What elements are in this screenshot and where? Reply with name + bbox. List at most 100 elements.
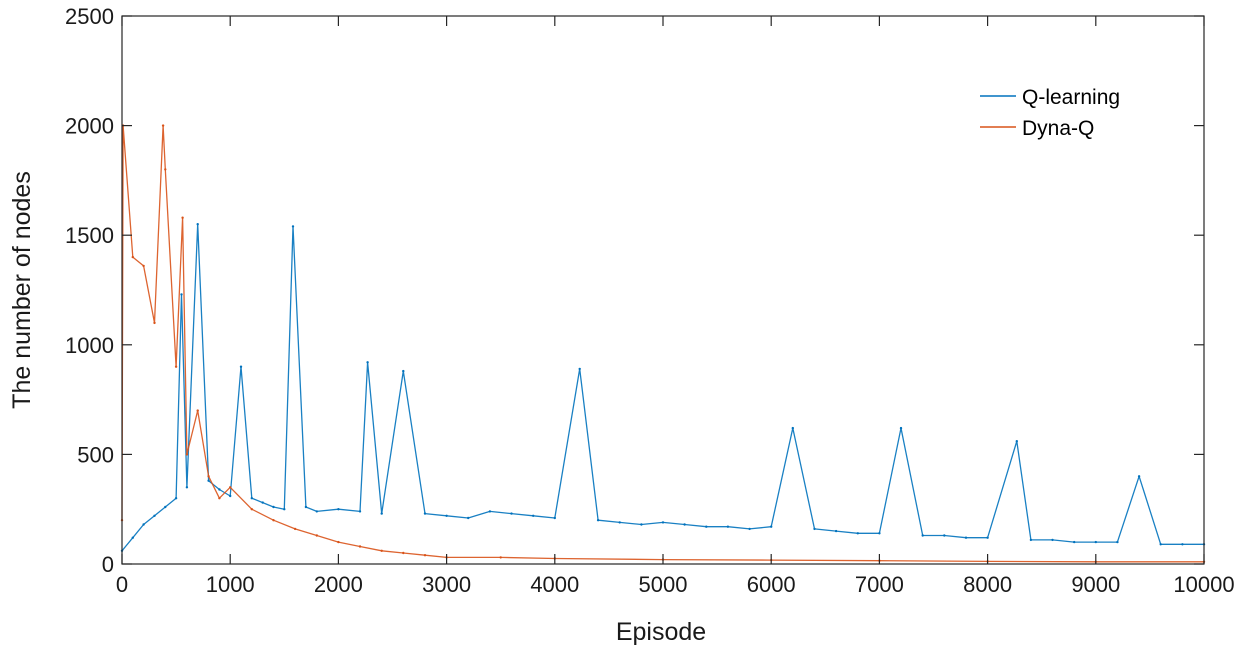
data-point (153, 514, 156, 517)
data-point (164, 168, 167, 171)
data-point (196, 409, 199, 412)
data-point (337, 508, 340, 511)
data-point (153, 321, 156, 325)
data-point (142, 523, 145, 526)
data-point (291, 225, 295, 228)
data-point (272, 505, 275, 509)
data-point (174, 365, 178, 368)
data-point (1094, 540, 1098, 544)
data-point (229, 486, 232, 489)
data-point (423, 554, 427, 557)
data-point (553, 516, 556, 520)
y-tick-label: 2500 (65, 4, 114, 29)
data-point (181, 216, 184, 219)
data-point (683, 523, 686, 526)
data-point (1015, 440, 1018, 443)
data-point (921, 534, 924, 537)
plot-background (122, 16, 1204, 564)
data-point (131, 255, 134, 259)
data-point (164, 505, 167, 509)
data-point (661, 521, 665, 524)
data-point (207, 475, 210, 478)
x-tick-label: 0 (116, 572, 128, 597)
data-point (250, 497, 253, 500)
y-axis-label: The number of nodes (8, 171, 36, 409)
data-point (986, 536, 989, 539)
data-point (185, 453, 189, 456)
data-point (813, 527, 816, 531)
x-tick-label: 9000 (1071, 572, 1120, 597)
data-point (293, 527, 297, 531)
data-point (207, 479, 210, 482)
data-point (337, 540, 340, 544)
data-point (185, 486, 189, 489)
plot-area (122, 16, 1204, 564)
y-tick-label: 0 (102, 552, 114, 577)
data-point (304, 505, 308, 509)
data-point (770, 525, 773, 528)
legend: Q-learning Dyna-Q (980, 86, 1120, 140)
legend-label-dyna-q: Dyna-Q (1022, 117, 1094, 140)
data-point (218, 488, 221, 491)
data-point (834, 529, 838, 533)
data-point (964, 536, 968, 539)
data-point (239, 365, 243, 368)
data-point (445, 514, 448, 517)
x-tick-label: 3000 (422, 572, 471, 597)
y-ticks: 0 500 1000 1500 2000 2500 (65, 4, 1204, 577)
data-point (423, 512, 427, 515)
x-tick-label: 5000 (639, 572, 688, 597)
data-point (1137, 475, 1141, 478)
legend-label-q-learning: Q-learning (1022, 86, 1120, 109)
y-tick-label: 1000 (65, 333, 114, 358)
series-layer (120, 124, 1206, 563)
series-line-dyna-q (121, 124, 1204, 563)
data-point (1029, 538, 1033, 542)
data-point (1159, 543, 1162, 546)
data-point (272, 519, 275, 522)
data-point (380, 549, 383, 552)
data-point (791, 426, 794, 430)
data-point (467, 516, 470, 520)
data-point (315, 510, 318, 513)
x-ticks: 0 1000 2000 3000 4000 5000 6000 7000 8000 9000 100… (116, 16, 1235, 597)
data-point (315, 534, 318, 537)
data-point (250, 508, 253, 511)
x-tick-label: 10000 (1173, 572, 1234, 597)
x-tick-label: 2000 (314, 572, 363, 597)
series-line-q-learning (121, 223, 1204, 552)
data-point (640, 523, 643, 526)
data-point (358, 545, 362, 548)
x-tick-label: 1000 (206, 572, 255, 597)
y-tick-label: 2000 (65, 114, 114, 139)
data-point (380, 512, 383, 515)
data-point (358, 510, 362, 513)
x-axis-label: Episode (616, 618, 706, 646)
data-point (1116, 540, 1119, 544)
data-point (402, 369, 405, 373)
data-point (618, 521, 621, 524)
x-tick-label: 4000 (530, 572, 579, 597)
data-point (488, 510, 492, 513)
data-point (283, 508, 286, 511)
data-point (1181, 543, 1184, 546)
data-point (578, 367, 581, 371)
data-point (596, 519, 600, 522)
data-point (748, 527, 751, 531)
data-point (142, 264, 145, 268)
data-point (402, 551, 405, 555)
data-point (856, 532, 859, 535)
y-tick-label: 500 (77, 442, 114, 467)
data-point (229, 494, 232, 498)
data-point (499, 556, 502, 559)
y-tick-label: 1500 (65, 223, 114, 248)
x-tick-label: 7000 (855, 572, 904, 597)
data-point (726, 525, 730, 528)
data-point (510, 512, 513, 515)
data-point (705, 525, 708, 528)
data-point (218, 497, 221, 500)
data-point (366, 361, 369, 364)
data-point (878, 532, 881, 535)
data-point (196, 223, 199, 226)
